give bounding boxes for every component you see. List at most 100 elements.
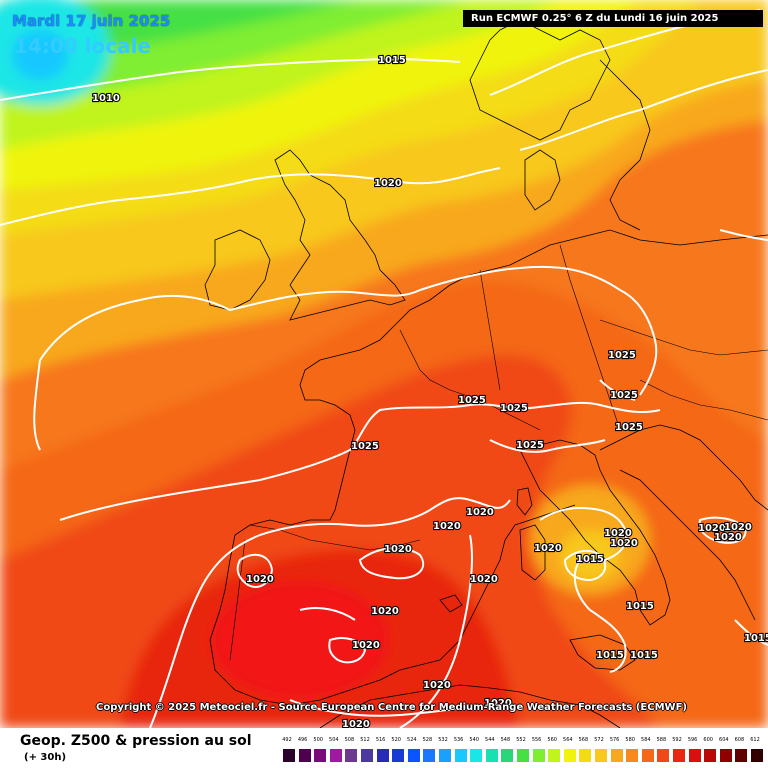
isobar-label: 1025	[615, 422, 643, 433]
scale-label: 600	[703, 737, 713, 743]
isobar-label: 1025	[351, 441, 379, 452]
isobar-label: 1025	[500, 403, 528, 414]
isobar-label: 1020	[698, 523, 726, 534]
scale-label: 504	[329, 737, 339, 743]
isobar-label: 1020	[466, 507, 494, 518]
scale-label: 576	[609, 737, 620, 743]
isobars	[0, 9, 768, 728]
isobar-label: 1025	[516, 440, 544, 451]
isobar-label: 1020	[371, 606, 399, 617]
scale-label: 548	[500, 737, 511, 743]
isobar-label: 1015	[630, 650, 658, 661]
copyright-notice: Copyright © 2025 Meteociel.fr - Source E…	[96, 702, 687, 713]
isobar-label: 1015	[626, 601, 654, 612]
scale-label: 500	[313, 737, 323, 743]
scale-swatch	[719, 749, 732, 762]
isobar-label: 1020	[352, 640, 380, 651]
isobar-labels: 1015 1010 1020 1025 1025 1025 1025 1025 …	[91, 54, 768, 728]
scale-swatch	[548, 749, 561, 762]
weather-map: 1015 1010 1020 1025 1025 1025 1025 1025 …	[0, 0, 768, 728]
run-info: Run ECMWF 0.25° 6 Z du Lundi 16 juin 202…	[463, 10, 763, 27]
scale-label: 520	[391, 737, 401, 743]
scale-swatch	[688, 749, 701, 762]
scale-label: 544	[485, 737, 495, 743]
isobar-label: 1020	[423, 680, 451, 691]
scale-swatch	[470, 749, 483, 762]
forecast-time: 14:00 locale	[14, 34, 151, 58]
scale-label: 512	[360, 737, 370, 743]
isobar-label: 1025	[608, 350, 636, 361]
scale-label: 604	[719, 737, 729, 743]
isobar-label: 1020	[470, 574, 498, 585]
scale-swatch	[298, 749, 311, 762]
scale-swatch	[579, 749, 592, 762]
scale-label: 608	[734, 737, 745, 743]
isobar-label: 1020	[342, 719, 370, 728]
scale-label: 532	[438, 737, 448, 743]
scale-swatch	[392, 749, 405, 762]
isobar-label: 1020	[724, 522, 752, 533]
isobar-label: 1020	[246, 574, 274, 585]
scale-label: 492	[282, 737, 292, 743]
isobar-label: 1020	[534, 543, 562, 554]
scale-swatch	[532, 749, 545, 762]
scale-swatch	[454, 749, 467, 762]
isobar-label: 1010	[92, 93, 120, 104]
scale-swatch	[329, 749, 342, 762]
scale-swatch	[626, 749, 639, 762]
isobar-label: 1015	[744, 633, 768, 644]
isobar-label: 1020	[604, 528, 632, 539]
scale-label: 552	[516, 737, 526, 743]
scale-label: 496	[297, 737, 308, 743]
isobar-label: 1025	[458, 395, 486, 406]
scale-swatch	[563, 749, 576, 762]
geopotential-field	[0, 0, 768, 728]
scale-label: 592	[672, 737, 682, 743]
footer-bar: Geop. Z500 & pression au sol (+ 30h) 492…	[0, 728, 768, 768]
scale-label: 572	[594, 737, 604, 743]
scale-swatch	[657, 749, 670, 762]
scale-swatch	[673, 749, 685, 762]
scale-label: 588	[656, 737, 667, 743]
scale-swatch	[283, 749, 295, 762]
isobar-label: 1020	[433, 521, 461, 532]
scale-swatch	[423, 749, 436, 762]
scale-swatch	[376, 749, 389, 762]
scale-label: 584	[641, 737, 651, 743]
scale-label: 568	[578, 737, 589, 743]
isobar-label: 1020	[610, 538, 638, 549]
scale-label: 524	[407, 737, 417, 743]
scale-swatch	[751, 749, 763, 762]
scale-swatch	[439, 749, 451, 762]
scale-label: 560	[547, 737, 557, 743]
scale-swatch	[735, 749, 748, 762]
isobar-label: 1015	[596, 650, 624, 661]
scale-swatch	[610, 749, 623, 762]
forecast-step: (+ 30h)	[24, 752, 67, 763]
scale-swatch	[704, 749, 717, 762]
scale-label: 580	[625, 737, 635, 743]
isobar-label: 1025	[610, 390, 638, 401]
scale-label: 528	[422, 737, 433, 743]
scale-swatch	[641, 749, 654, 762]
scale-swatch	[345, 749, 358, 762]
isobar-label: 1020	[384, 544, 412, 555]
scale-swatch	[407, 749, 420, 762]
scale-label: 536	[453, 737, 464, 743]
scale-label: 508	[344, 737, 355, 743]
coastlines	[204, 19, 768, 728]
scale-swatch	[595, 749, 607, 762]
scale-label: 596	[687, 737, 698, 743]
scale-swatch	[485, 749, 498, 762]
scale-swatch	[517, 749, 529, 762]
forecast-date: Mardi 17 juin 2025	[12, 12, 171, 30]
parameter-title: Geop. Z500 & pression au sol	[20, 733, 252, 749]
scale-label: 556	[531, 737, 542, 743]
isobar-label: 1020	[374, 178, 402, 189]
isobar-label: 1015	[576, 554, 604, 565]
scale-swatch	[501, 749, 514, 762]
scale-label: 564	[563, 737, 573, 743]
isobar-label: 1015	[378, 55, 406, 66]
scale-label: 612	[750, 737, 760, 743]
scale-swatch	[314, 749, 327, 762]
